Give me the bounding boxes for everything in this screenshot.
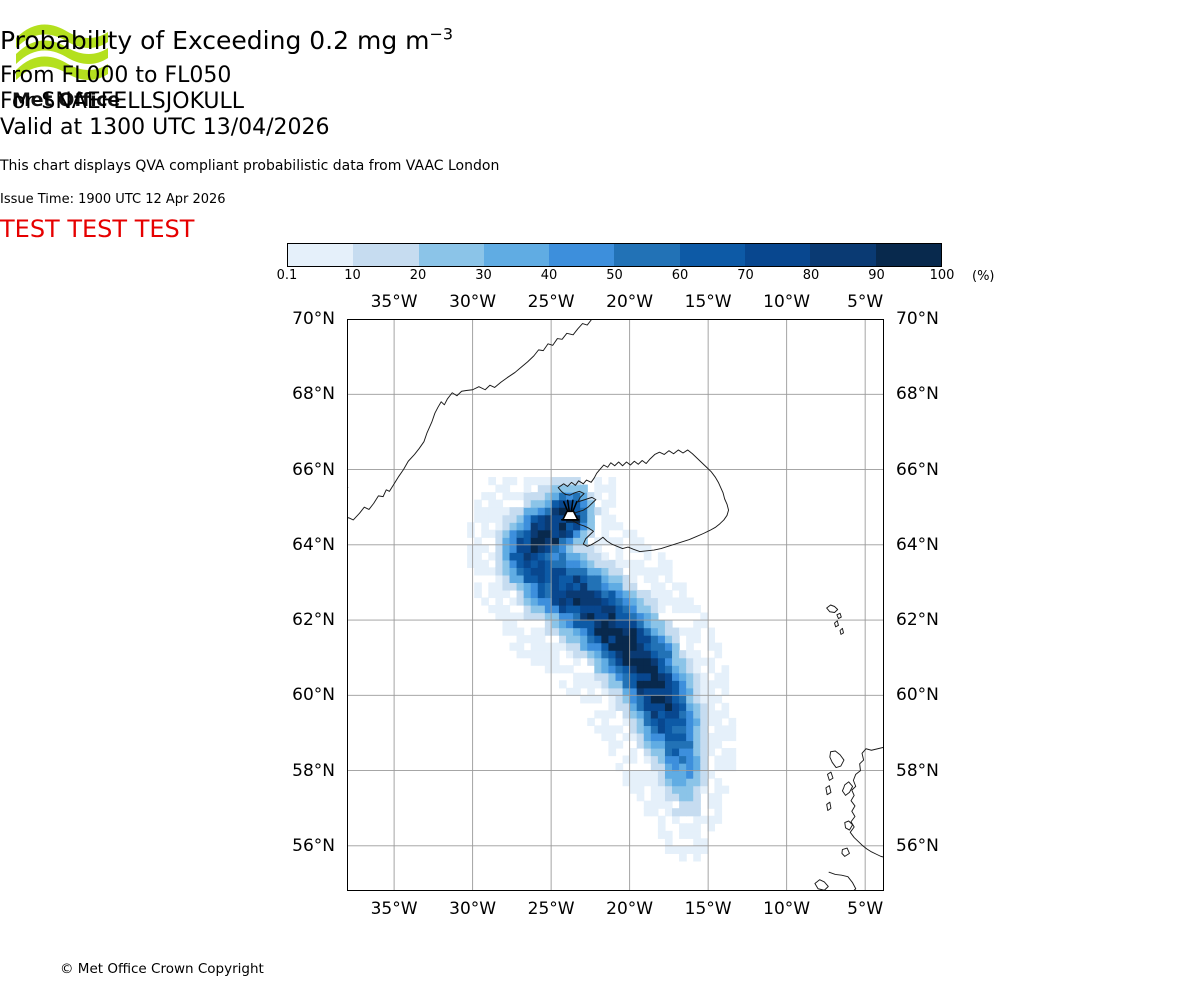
qva-note: This chart displays QVA compliant probab… xyxy=(0,158,500,174)
colorbar-tick-40: 40 xyxy=(540,268,558,283)
page-title: Probability of Exceeding 0.2 mg m−3 xyxy=(0,26,1200,56)
lat-label-right-56°N: 56°N xyxy=(896,835,939,856)
lat-label-right-64°N: 64°N xyxy=(896,534,939,555)
ash-concentration-map xyxy=(347,319,884,891)
lon-label-bottom-30°W: 30°W xyxy=(449,899,497,919)
lat-label-left-62°N: 62°N xyxy=(292,610,335,631)
colorbar-band-4 xyxy=(549,244,615,266)
volcano-name-line: For SNAEFELLSJOKULL xyxy=(0,89,245,114)
test-banner: TEST TEST TEST xyxy=(0,215,195,243)
lon-label-top-5°W: 5°W xyxy=(847,292,884,312)
lon-label-top-35°W: 35°W xyxy=(370,292,418,312)
colorbar-band-5 xyxy=(614,244,680,266)
colorbar-band-7 xyxy=(745,244,811,266)
lon-label-bottom-25°W: 25°W xyxy=(527,899,575,919)
colorbar-band-3 xyxy=(483,244,550,266)
colorbar-tick-labels: 0.1 10 20 30 40 50 60 70 80 90 100 xyxy=(277,268,955,286)
lat-label-left-56°N: 56°N xyxy=(292,835,335,856)
colorbar-tick-0.1: 0.1 xyxy=(276,268,298,283)
colorbar-band-1 xyxy=(353,244,419,266)
lat-label-right-66°N: 66°N xyxy=(896,459,939,480)
lon-label-bottom-15°W: 15°W xyxy=(684,899,732,919)
met-office-waves-icon xyxy=(16,24,108,80)
colorbar-unit-label: (%) xyxy=(972,269,995,284)
lat-label-left-68°N: 68°N xyxy=(292,384,335,405)
valid-time-line: Valid at 1300 UTC 13/04/2026 xyxy=(0,115,330,140)
colorbar-tick-80: 80 xyxy=(802,268,820,283)
colorbar-band-2 xyxy=(418,244,484,266)
probability-colorbar xyxy=(287,243,942,267)
lon-label-bottom-5°W: 5°W xyxy=(847,899,884,919)
lon-label-top-20°W: 20°W xyxy=(606,292,654,312)
lon-label-top-25°W: 25°W xyxy=(527,292,575,312)
colorbar-tick-60: 60 xyxy=(671,268,689,283)
colorbar-bands xyxy=(287,243,942,267)
colorbar-band-8 xyxy=(810,244,876,266)
colorbar-band-6 xyxy=(679,244,746,266)
copyright-notice: © Met Office Crown Copyright xyxy=(60,961,264,977)
lat-label-right-62°N: 62°N xyxy=(896,610,939,631)
page-title-exponent: −3 xyxy=(429,24,454,44)
lat-label-right-68°N: 68°N xyxy=(896,384,939,405)
lon-label-top-30°W: 30°W xyxy=(449,292,497,312)
lat-label-left-64°N: 64°N xyxy=(292,534,335,555)
lat-label-left-60°N: 60°N xyxy=(292,685,335,706)
lat-label-left-58°N: 58°N xyxy=(292,760,335,781)
lon-label-bottom-20°W: 20°W xyxy=(606,899,654,919)
colorbar-tick-100: 100 xyxy=(929,268,955,283)
colorbar-tick-50: 50 xyxy=(606,268,623,283)
lat-label-right-70°N: 70°N xyxy=(896,309,939,329)
lon-label-bottom-10°W: 10°W xyxy=(763,899,811,919)
colorbar-band-0 xyxy=(288,244,354,266)
met-office-logo-text: Met Office xyxy=(12,89,120,111)
flight-level-range: From FL000 to FL050 xyxy=(0,63,232,88)
colorbar-tick-90: 90 xyxy=(868,268,885,283)
lat-label-right-60°N: 60°N xyxy=(896,685,939,706)
colorbar-tick-30: 30 xyxy=(475,268,492,283)
met-office-logo: Met Office xyxy=(12,18,122,118)
lat-label-right-58°N: 58°N xyxy=(896,760,939,781)
lat-label-left-66°N: 66°N xyxy=(292,459,335,480)
map-plot-area xyxy=(347,319,884,891)
lon-label-top-15°W: 15°W xyxy=(684,292,732,312)
page-title-text: Probability of Exceeding 0.2 mg m xyxy=(0,26,430,55)
colorbar-tick-10: 10 xyxy=(344,268,361,283)
lon-label-top-10°W: 10°W xyxy=(763,292,811,312)
colorbar-tick-70: 70 xyxy=(737,268,754,283)
colorbar-tick-20: 20 xyxy=(409,268,427,283)
lat-label-left-70°N: 70°N xyxy=(292,309,335,329)
colorbar-band-9 xyxy=(875,244,941,266)
issue-time: Issue Time: 1900 UTC 12 Apr 2026 xyxy=(0,192,226,207)
lon-label-bottom-35°W: 35°W xyxy=(370,899,418,919)
